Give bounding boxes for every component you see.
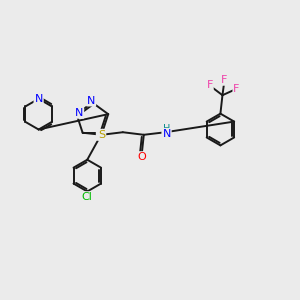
Text: N: N — [162, 129, 171, 139]
Text: F: F — [206, 80, 213, 91]
Text: N: N — [34, 94, 43, 104]
Text: N: N — [75, 108, 83, 118]
Text: F: F — [221, 75, 228, 85]
Text: Cl: Cl — [82, 192, 93, 202]
Text: N: N — [87, 96, 95, 106]
Text: S: S — [98, 130, 105, 140]
Text: H: H — [163, 124, 170, 134]
Text: F: F — [233, 84, 240, 94]
Text: N: N — [97, 130, 105, 140]
Text: O: O — [137, 152, 146, 162]
